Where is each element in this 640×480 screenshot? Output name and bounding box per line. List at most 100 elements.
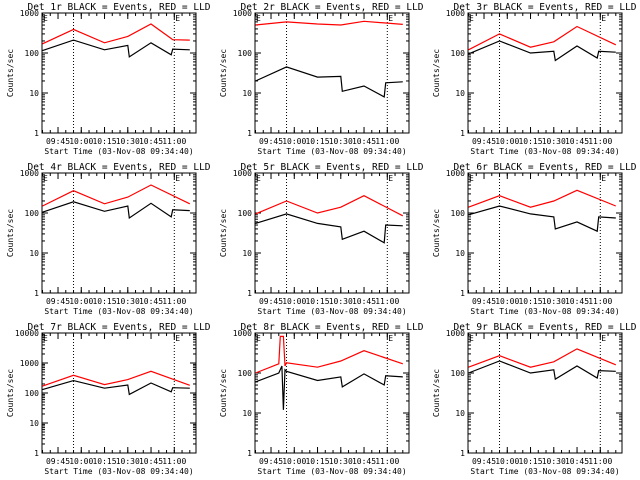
y-tick-label: 1000 — [446, 329, 465, 338]
x-tick-label: 10:45 — [139, 457, 163, 466]
y-tick-label: 100 — [451, 49, 466, 58]
flag-label: E — [256, 334, 261, 343]
x-tick-label: 10:15 — [305, 457, 329, 466]
panel-det-2: Det 2r BLACK = Events, RED = LLD 1 10 100 10… — [219, 2, 424, 156]
y-tick-label: 1000 — [233, 329, 252, 338]
panel-title: Det 8r BLACK = Events, RED = LLD — [240, 322, 423, 333]
lld-series-line — [468, 189, 617, 208]
y-tick-label: 1 — [247, 129, 252, 138]
events-series-line — [255, 66, 403, 98]
plot-frame — [41, 332, 197, 454]
panel-det-3: Det 3r BLACK = Events, RED = LLD 1 10 100 10… — [432, 2, 637, 156]
x-axis-label: Start Time (03-Nov-08 09:34:40) — [257, 307, 406, 316]
y-tick-label: 10 — [29, 419, 39, 428]
lld-series-line — [468, 25, 617, 51]
x-axis-label: Start Time (03-Nov-08 09:34:40) — [44, 467, 193, 476]
x-tick-label: 10:30 — [116, 457, 140, 466]
x-tick-label: 10:00 — [69, 457, 93, 466]
x-tick-label: 09:45 — [46, 457, 70, 466]
x-axis-label: Start Time (03-Nov-08 09:34:40) — [470, 147, 619, 156]
lld-series-line — [42, 184, 191, 207]
x-tick-label: 10:45 — [565, 297, 589, 306]
x-tick-label: 11:00 — [588, 297, 612, 306]
y-tick-label: 100 — [238, 49, 253, 58]
x-tick-label: 10:15 — [518, 137, 542, 146]
plot-frame — [467, 332, 623, 454]
panel-det-6: Det 6r BLACK = Events, RED = LLD 1 10 100 10… — [432, 162, 637, 316]
y-tick-label: 100 — [238, 209, 253, 218]
y-tick-label: 1 — [34, 449, 39, 458]
y-tick-label: 100 — [25, 49, 40, 58]
x-tick-label: 10:00 — [69, 297, 93, 306]
panel-det-9: Det 9r BLACK = Events, RED = LLD 1 10 100 10… — [432, 322, 637, 476]
flag-label: E — [469, 174, 474, 183]
x-tick-label: 10:30 — [116, 297, 140, 306]
panel-det-5: Det 5r BLACK = Events, RED = LLD 1 10 100 10… — [219, 162, 424, 316]
y-axis-label: Counts/sec — [219, 209, 228, 257]
y-tick-label: 1000 — [446, 9, 465, 18]
x-tick-label: 10:30 — [542, 297, 566, 306]
x-tick-label: 10:15 — [518, 457, 542, 466]
x-tick-label: 10:00 — [69, 137, 93, 146]
lld-series-line — [255, 335, 403, 374]
y-tick-label: 10 — [29, 89, 39, 98]
x-tick-label: 10:00 — [495, 137, 519, 146]
events-series-line — [42, 201, 190, 220]
x-tick-label: 10:45 — [352, 297, 376, 306]
flag-label: E — [601, 334, 606, 343]
x-axis-label: Start Time (03-Nov-08 09:34:40) — [257, 467, 406, 476]
x-tick-label: 10:30 — [329, 137, 353, 146]
plot-frame — [41, 172, 197, 294]
flag-label: E — [175, 174, 180, 183]
events-series-line — [255, 213, 403, 244]
flag-label: E — [469, 334, 474, 343]
y-tick-label: 10 — [242, 409, 252, 418]
plot-frame — [467, 12, 623, 134]
events-series-line — [42, 39, 190, 58]
y-tick-label: 1000 — [20, 359, 39, 368]
flag-label: E — [256, 174, 261, 183]
events-series-line — [468, 360, 616, 381]
x-tick-label: 10:30 — [542, 457, 566, 466]
panel-title: Det 7r BLACK = Events, RED = LLD — [27, 322, 210, 333]
x-tick-label: 09:45 — [472, 457, 496, 466]
x-tick-label: 10:15 — [518, 297, 542, 306]
x-tick-label: 10:00 — [495, 297, 519, 306]
y-axis-label: Counts/sec — [6, 209, 15, 257]
panel-det-4: Det 4r BLACK = Events, RED = LLD 1 10 100 10… — [6, 162, 211, 316]
x-tick-label: 10:15 — [92, 297, 116, 306]
y-tick-label: 1 — [34, 129, 39, 138]
flag-label: E — [256, 14, 261, 23]
x-tick-label: 10:00 — [282, 297, 306, 306]
y-tick-label: 100 — [238, 369, 253, 378]
plot-frame — [41, 12, 197, 134]
y-tick-label: 100 — [25, 389, 40, 398]
x-tick-label: 10:30 — [116, 137, 140, 146]
y-axis-label: Counts/sec — [6, 49, 15, 97]
y-tick-label: 1000 — [20, 169, 39, 178]
lld-series-line — [468, 348, 617, 368]
y-tick-label: 1 — [460, 129, 465, 138]
events-series-line — [255, 365, 403, 410]
panel-title: Det 4r BLACK = Events, RED = LLD — [27, 162, 210, 173]
plot-frame — [254, 332, 410, 454]
x-tick-label: 11:00 — [162, 137, 186, 146]
y-tick-label: 10 — [455, 89, 465, 98]
x-axis-label: Start Time (03-Nov-08 09:34:40) — [257, 147, 406, 156]
flag-label: E — [388, 14, 393, 23]
lld-series-line — [42, 23, 190, 45]
events-series-line — [468, 205, 616, 233]
x-tick-label: 11:00 — [588, 137, 612, 146]
flag-label: E — [175, 334, 180, 343]
lld-series-line — [255, 195, 404, 217]
flag-label: E — [601, 174, 606, 183]
y-axis-label: Counts/sec — [219, 369, 228, 417]
y-tick-label: 10 — [455, 249, 465, 258]
y-tick-label: 1000 — [233, 9, 252, 18]
x-tick-label: 09:45 — [46, 137, 70, 146]
x-tick-label: 09:45 — [259, 297, 283, 306]
flag-label: E — [43, 14, 48, 23]
x-tick-label: 10:45 — [565, 457, 589, 466]
y-tick-label: 1000 — [446, 169, 465, 178]
y-axis-label: Counts/sec — [432, 369, 441, 417]
